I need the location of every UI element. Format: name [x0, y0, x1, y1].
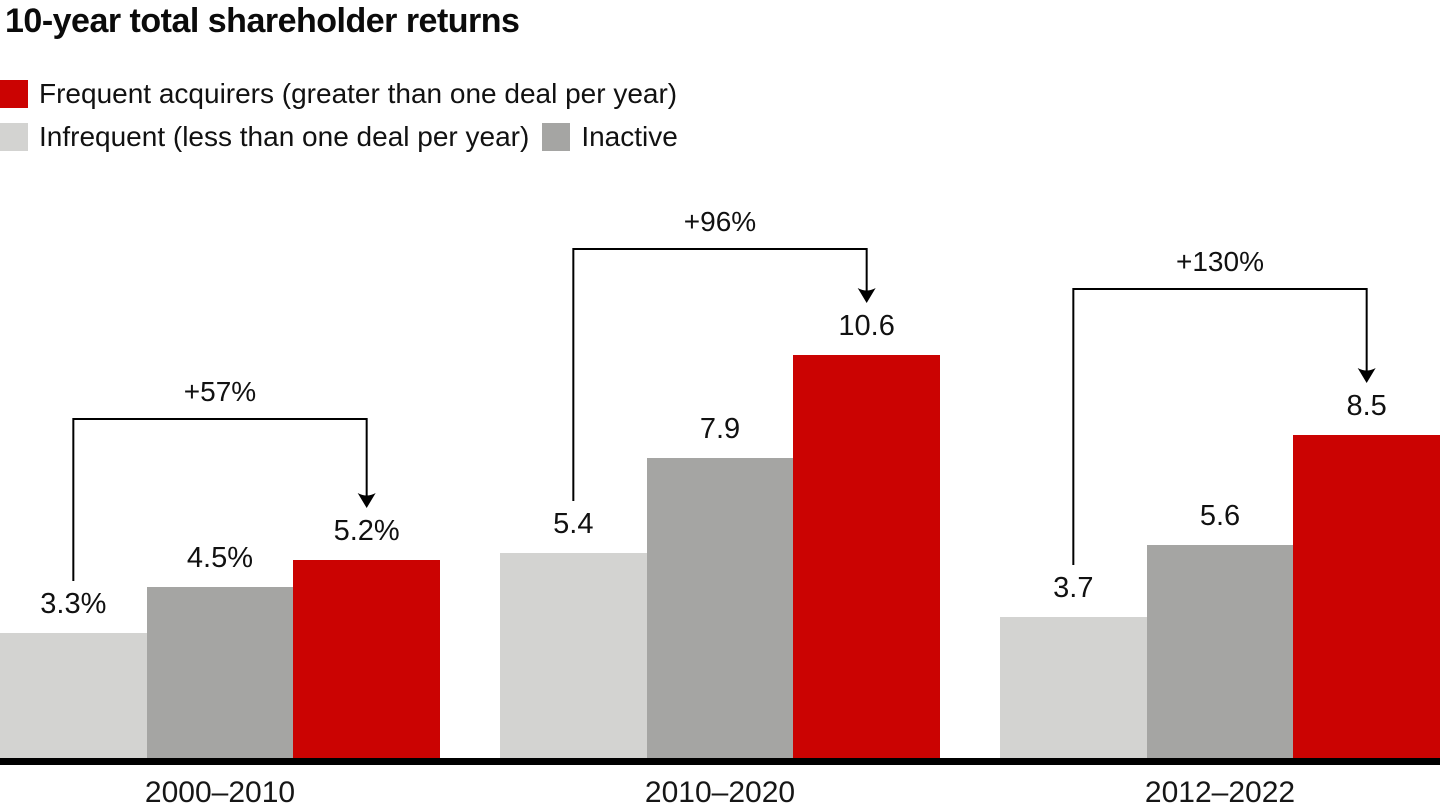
- x-axis-label-2012-2022: 2012–2022: [1144, 776, 1296, 809]
- arrowhead-icon-1: [857, 288, 876, 303]
- value-label-infrequent-1: 5.4: [553, 508, 594, 540]
- legend-row-1: Frequent acquirers (greater than one dea…: [0, 78, 678, 109]
- legend-label-frequent: Frequent acquirers (greater than one dea…: [39, 78, 678, 109]
- legend-row-2: Infrequent (less than one deal per year)…: [0, 121, 678, 152]
- bar-frequent-0: [293, 560, 440, 758]
- bar-inactive-0: [146, 587, 294, 758]
- arrowhead-icon-2: [1357, 368, 1376, 383]
- value-label-frequent-0: 5.2%: [333, 515, 400, 547]
- value-label-inactive-2: 5.6: [1199, 500, 1241, 532]
- arrowhead-icon-0: [357, 493, 376, 508]
- legend-swatch-frequent: [0, 80, 28, 108]
- bar-infrequent-2: [1000, 617, 1147, 758]
- bar-inactive-1: [646, 458, 794, 758]
- x-axis-label-2000-2010: 2000–2010: [144, 776, 296, 809]
- x-axis-line: [0, 758, 1440, 765]
- value-label-infrequent-2: 3.7: [1053, 572, 1094, 604]
- value-label-inactive-1: 7.9: [699, 413, 741, 445]
- bar-infrequent-1: [500, 553, 647, 758]
- bar-inactive-2: [1146, 545, 1294, 758]
- bar-frequent-1: [793, 355, 940, 758]
- x-axis-label-2010-2020: 2010–2020: [644, 776, 796, 809]
- legend: Frequent acquirers (greater than one dea…: [0, 78, 678, 165]
- value-label-frequent-1: 10.6: [838, 310, 895, 342]
- value-label-infrequent-0: 3.3%: [40, 588, 107, 620]
- bar-frequent-2: [1293, 435, 1440, 758]
- legend-swatch-infrequent: [0, 123, 28, 151]
- chart-title: 10-year total shareholder returns: [5, 2, 520, 40]
- bar-infrequent-0: [0, 633, 147, 758]
- value-label-inactive-0: 4.5%: [186, 542, 254, 574]
- value-label-frequent-2: 8.5: [1346, 390, 1387, 422]
- annotation-label-1: +96%: [683, 206, 757, 237]
- legend-label-infrequent: Infrequent (less than one deal per year): [39, 121, 530, 152]
- annotation-label-2: +130%: [1176, 246, 1264, 277]
- annotation-label-0: +57%: [183, 376, 257, 407]
- legend-swatch-inactive: [542, 123, 571, 151]
- legend-label-inactive: Inactive: [581, 121, 678, 152]
